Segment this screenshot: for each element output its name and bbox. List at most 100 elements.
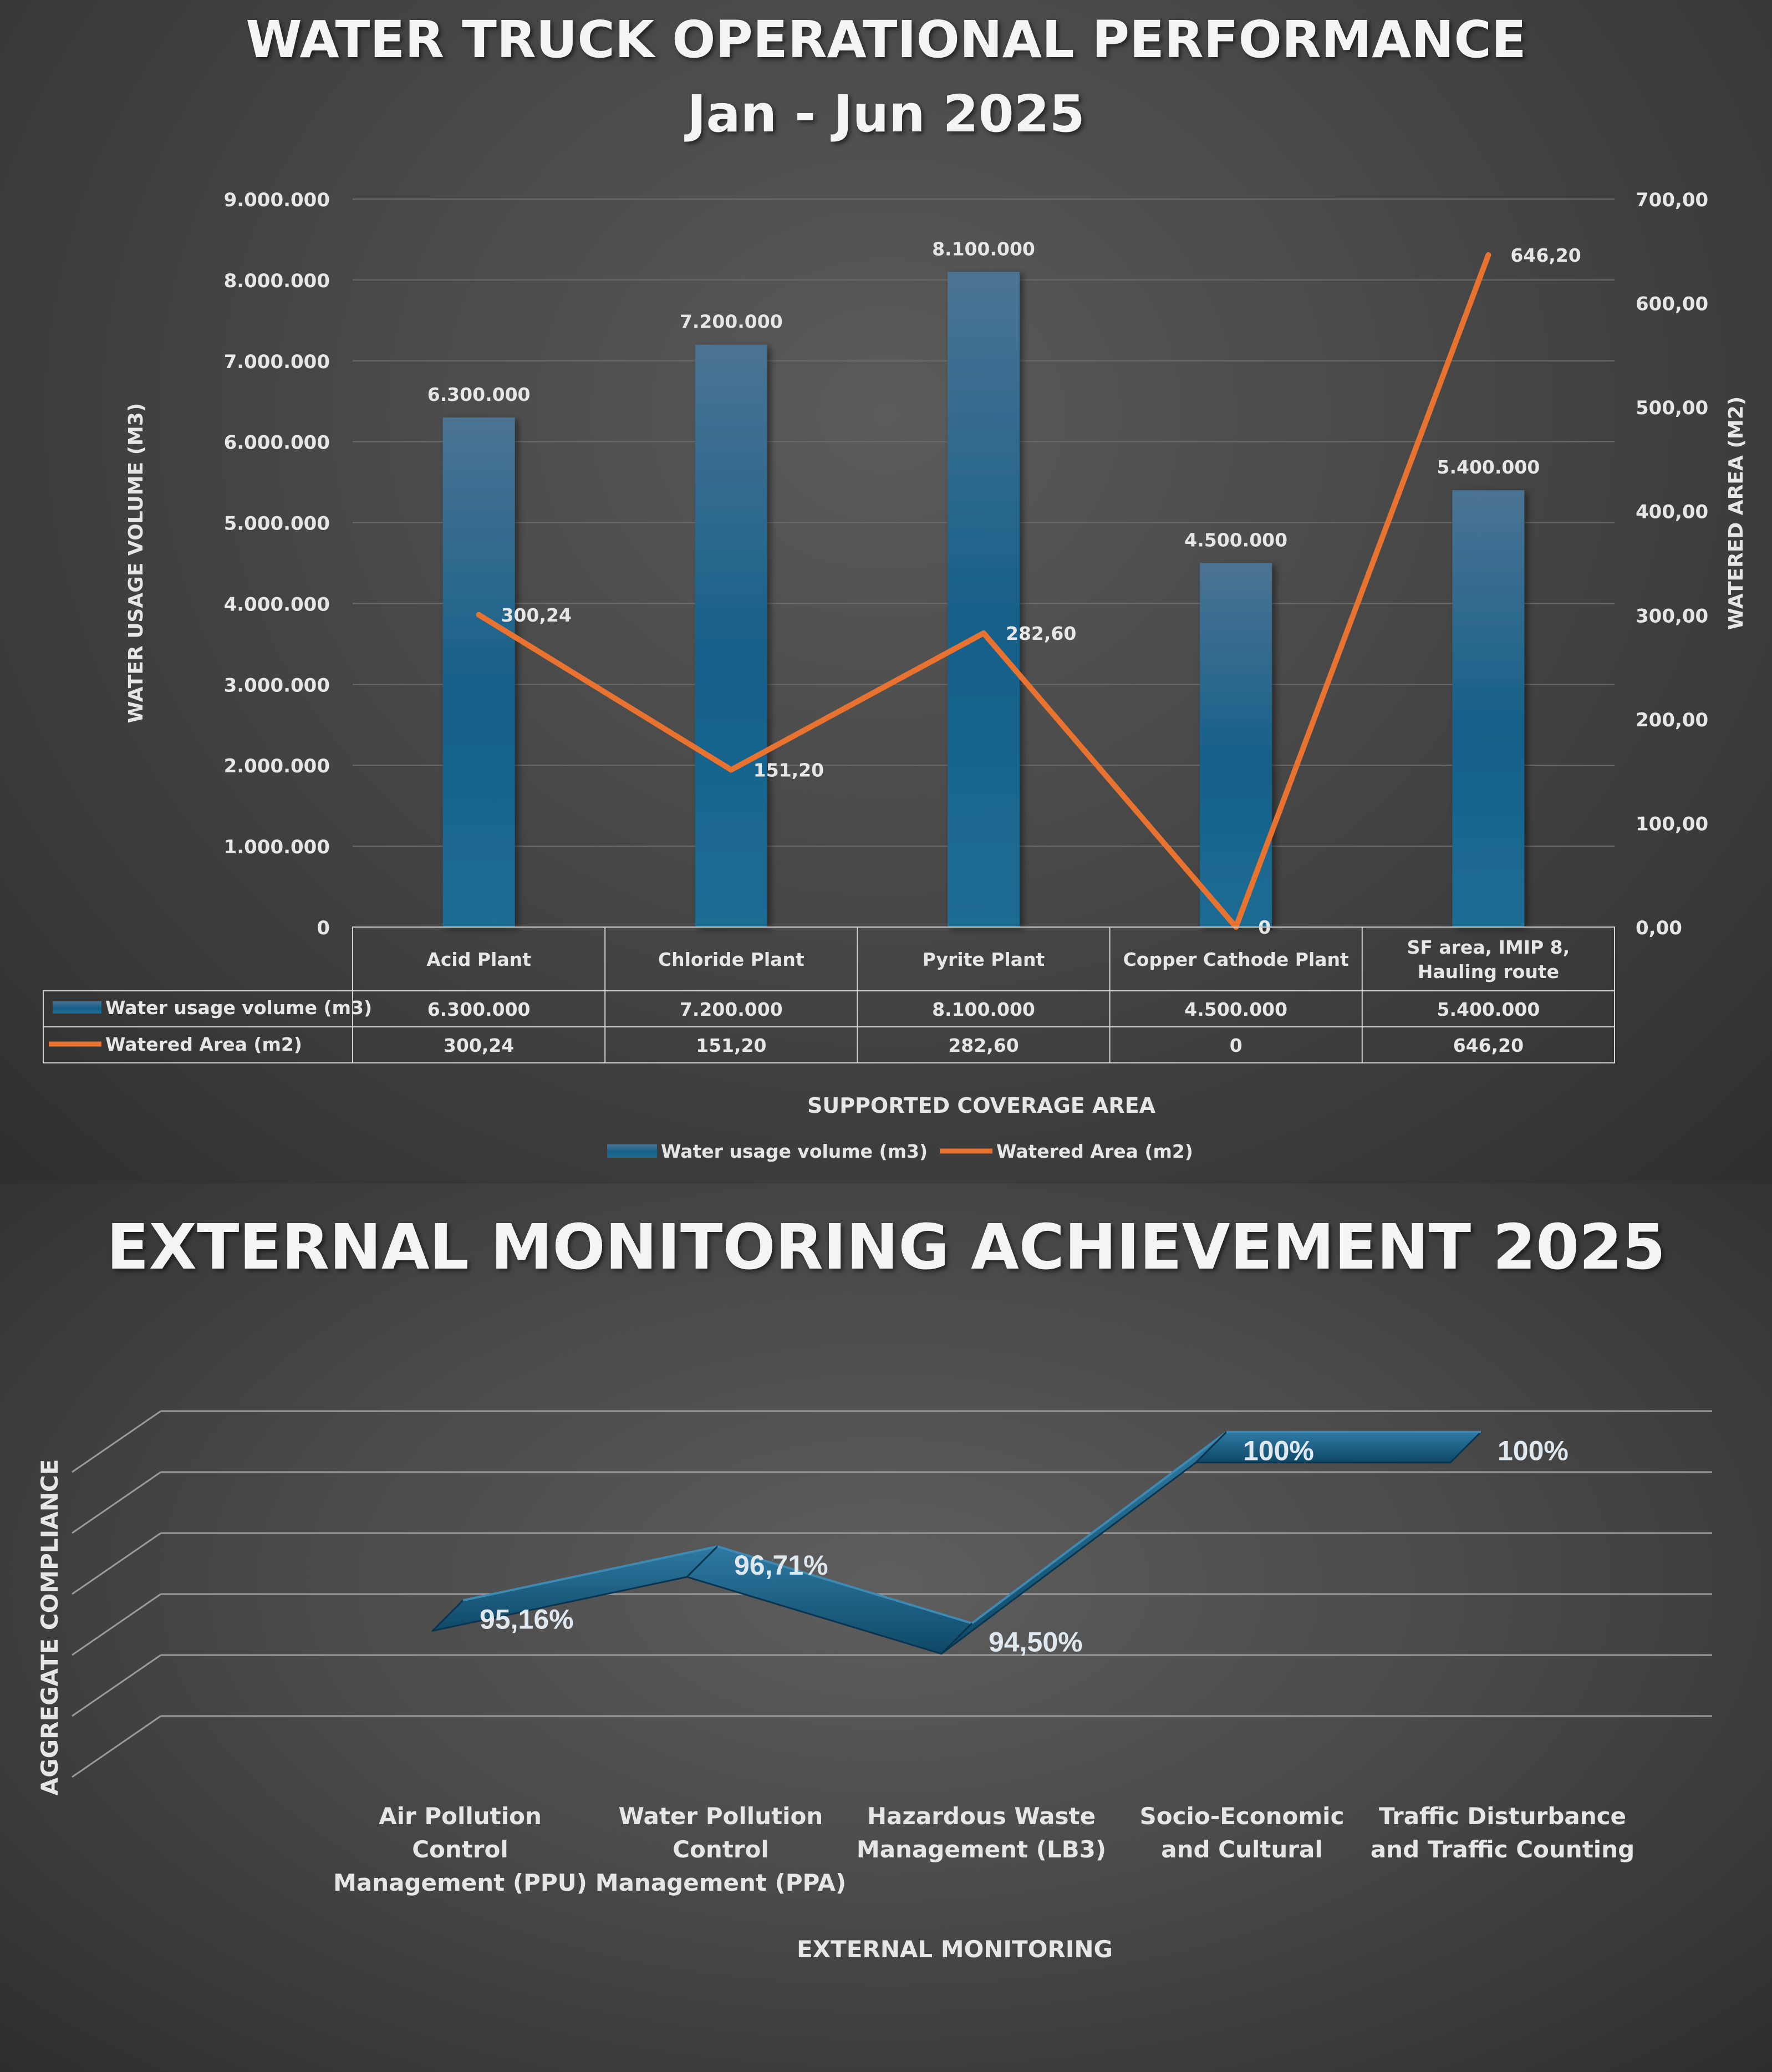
x-axis-title: SUPPORTED COVERAGE AREA	[807, 1093, 1156, 1118]
line-point	[728, 767, 734, 773]
x-axis-title: EXTERNAL MONITORING	[797, 1936, 1113, 1963]
line-data-label: 646,20	[1510, 245, 1581, 266]
ribbon-top-edge	[717, 1545, 972, 1625]
table-cell-watered-area: 151,20	[696, 1035, 766, 1056]
y2-tick-label: 300,00	[1636, 605, 1708, 627]
y-tick-label: 4.000.000	[224, 593, 330, 615]
ribbon-top-edge	[971, 1431, 1228, 1625]
table-cell-watered-area: 0	[1230, 1035, 1243, 1056]
ribbon-segment	[431, 1545, 719, 1632]
category-label: SF area, IMIP 8, Hauling route	[1407, 936, 1570, 982]
category-label-line: and Traffic Counting	[1371, 1836, 1634, 1863]
ribbon-segment	[686, 1545, 973, 1655]
ribbon-data-label: 94,50%	[989, 1627, 1083, 1658]
bar	[1200, 563, 1272, 927]
y-axis-title: AGGREGATE COMPLIANCE	[36, 1459, 63, 1796]
ribbon-top-edge	[462, 1545, 718, 1602]
category-label-line: Management (PPA)	[595, 1869, 846, 1896]
category-label: Hazardous Waste Management (LB3)	[857, 1803, 1106, 1863]
y-tick-label: 8.000.000	[224, 270, 330, 292]
category-label-line: Hazardous Waste	[867, 1803, 1096, 1830]
ribbon-data-label: 96,71%	[734, 1550, 828, 1581]
legend-label-water-usage: Water usage volume (m3)	[661, 1141, 928, 1162]
chart2-title: EXTERNAL MONITORING ACHIEVEMENT 2025	[106, 1211, 1666, 1284]
y-tick-label: 3.000.000	[224, 674, 330, 696]
category-label: Air Pollution Control Management (PPU)	[333, 1803, 587, 1896]
y-tick-label: 9.000.000	[224, 189, 330, 211]
category-label-line: Management (LB3)	[857, 1836, 1106, 1863]
gridline-depth	[72, 1715, 161, 1778]
water-truck-panel: WATER TRUCK OPERATIONAL PERFORMANCE Jan …	[0, 0, 1772, 1184]
table-cell-watered-area: 300,24	[444, 1035, 514, 1056]
category-label-line: Traffic Disturbance	[1379, 1803, 1626, 1830]
y2-tick-label: 600,00	[1636, 293, 1708, 315]
table-cell-water-usage: 5.400.000	[1437, 999, 1540, 1020]
bar	[1452, 490, 1525, 927]
table-legend-key-bar	[53, 1001, 101, 1014]
bar	[948, 272, 1020, 927]
category-label-line: SF area, IMIP 8,	[1407, 936, 1570, 958]
water-truck-chart: 0 1.000.000 2.000.000 3.000.000 4.000.000 5.0…	[43, 189, 1748, 1162]
bar	[695, 344, 767, 927]
table-cell-water-usage: 7.200.000	[680, 999, 783, 1020]
y-tick-label: 1.000.000	[224, 836, 330, 858]
y-axis-title: WATER USAGE VOLUME (M3)	[125, 403, 147, 724]
category-label: Socio-Economic and Cultural	[1140, 1803, 1345, 1863]
gridline-depth	[72, 1410, 161, 1473]
category-label-line: Control	[673, 1836, 769, 1863]
ribbon-data-label: 100%	[1498, 1435, 1569, 1467]
data-table: Acid Plant 6.300.000 300,24 Chloride Plant 7…	[43, 926, 1615, 1063]
chart1-title: WATER TRUCK OPERATIONAL PERFORMANCE	[246, 10, 1526, 69]
y-tick-label: 0	[317, 917, 330, 939]
ribbon-data-label: 100%	[1243, 1435, 1314, 1467]
y2-tick-label: 500,00	[1636, 397, 1708, 419]
category-label-line: Air Pollution	[379, 1803, 542, 1830]
line-point	[476, 612, 482, 618]
bar	[442, 417, 515, 927]
y2-axis-title: WATERED AREA (M2)	[1725, 396, 1748, 630]
bar-data-label: 4.500.000	[1184, 530, 1287, 551]
y2-tick-label: 200,00	[1636, 709, 1708, 731]
ribbon-segment	[1195, 1431, 1482, 1464]
y2-tick-label: 400,00	[1636, 501, 1708, 523]
y-tick-label: 5.000.000	[224, 513, 330, 535]
category-label-line: Control	[412, 1836, 508, 1863]
legend-key-bar	[607, 1144, 657, 1158]
legend-label-watered-area: Watered Area (m2)	[996, 1141, 1193, 1162]
bar-data-label: 6.300.000	[427, 384, 531, 405]
bar-data-label: 7.200.000	[680, 311, 783, 333]
ribbon-data-label: 95,16%	[480, 1603, 574, 1635]
line-data-label: 282,60	[1006, 623, 1076, 644]
gridline-depth	[72, 1654, 161, 1717]
y-tick-label: 7.000.000	[224, 351, 330, 373]
category-label: Traffic Disturbance and Traffic Counting	[1371, 1803, 1634, 1863]
category-label: Acid Plant	[426, 949, 531, 970]
gridline-depth	[72, 1593, 161, 1656]
table-cell-watered-area: 282,60	[948, 1035, 1019, 1056]
chart1-subtitle: Jan - Jun 2025	[687, 84, 1085, 144]
gridline-depth	[72, 1532, 161, 1595]
y2-tick-label: 0,00	[1636, 917, 1682, 939]
table-cell-water-usage: 6.300.000	[427, 999, 531, 1020]
external-monitoring-chart: 95,16% 96,71% 94,50% 100% 100% Air Pollution C…	[36, 1410, 1712, 1963]
category-label-line: and Cultural	[1161, 1836, 1322, 1863]
y2-tick-label: 100,00	[1636, 813, 1708, 835]
y-tick-label: 6.000.000	[224, 432, 330, 454]
category-label-line: Water Pollution	[619, 1803, 823, 1830]
bar-data-label: 8.100.000	[932, 238, 1035, 259]
category-label-line: Socio-Economic	[1140, 1803, 1345, 1830]
bar-data-label: 5.400.000	[1437, 456, 1540, 478]
category-label: Copper Cathode Plant	[1123, 949, 1349, 970]
category-label-line: Hauling route	[1418, 961, 1559, 982]
category-label: Chloride Plant	[658, 949, 804, 970]
category-label: Pyrite Plant	[923, 949, 1045, 970]
y-tick-label: 2.000.000	[224, 755, 330, 777]
table-row-label: Watered Area (m2)	[105, 1034, 302, 1055]
gridline-depth	[72, 1471, 161, 1534]
line-point	[981, 630, 986, 636]
table-cell-water-usage: 8.100.000	[932, 999, 1035, 1020]
external-monitoring-panel: EXTERNAL MONITORING ACHIEVEMENT 2025 95,…	[0, 1184, 1772, 2072]
table-row-label: Water usage volume (m3)	[105, 997, 372, 1019]
line-data-label: 300,24	[501, 604, 572, 626]
line-point	[1485, 252, 1491, 258]
